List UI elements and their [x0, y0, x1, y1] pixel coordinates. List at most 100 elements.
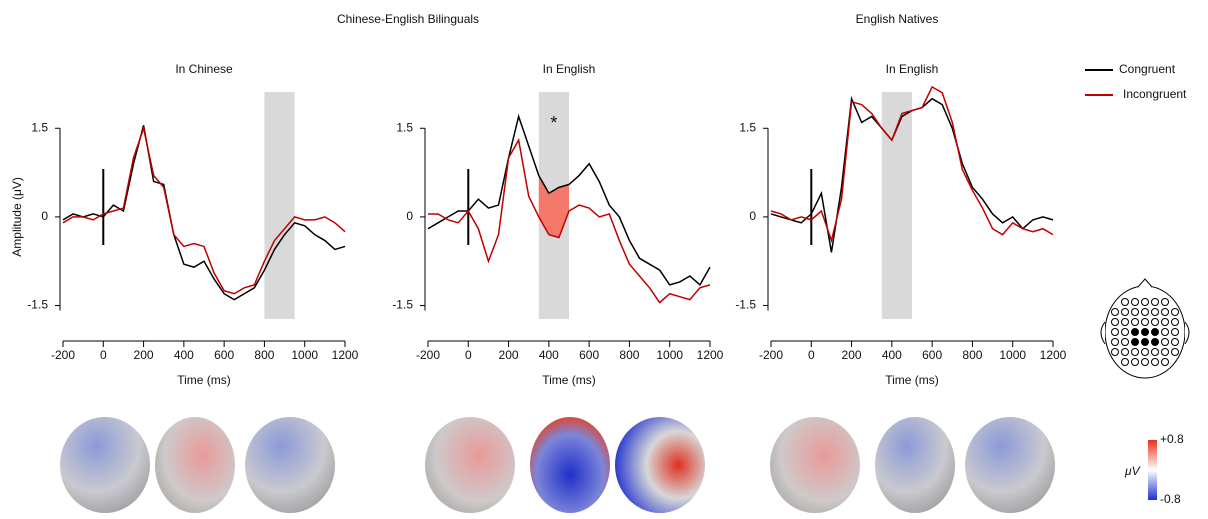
electrode	[1121, 328, 1129, 336]
y-tick-label: 0	[749, 209, 756, 223]
colorbar-tick-label: +0.8	[1160, 432, 1184, 446]
x-tick-label: 400	[539, 348, 559, 362]
x-tick-label: 800	[962, 348, 982, 362]
electrode	[1141, 338, 1149, 346]
electrode	[1161, 348, 1169, 356]
x-tick-label: 1200	[1040, 348, 1067, 362]
colorbar-tick-label: -0.8	[1160, 492, 1181, 506]
series-line	[62, 125, 346, 295]
heads	[60, 417, 1055, 513]
electrode	[1131, 338, 1139, 346]
head	[965, 417, 1055, 513]
x-axis-label: Time (ms)	[177, 373, 231, 387]
electrode	[1121, 358, 1129, 366]
electrode	[1141, 308, 1149, 316]
series-line	[62, 125, 346, 301]
electrode	[1131, 328, 1139, 336]
annotation: *	[550, 113, 557, 133]
y-tick-label: -1.5	[392, 298, 413, 312]
series-line	[770, 85, 1054, 244]
electrode	[1141, 348, 1149, 356]
head	[425, 417, 515, 513]
electrode	[1131, 348, 1139, 356]
y-tick-label: 0	[41, 209, 48, 223]
x-tick-label: 800	[619, 348, 639, 362]
electrode	[1121, 298, 1129, 306]
electrode	[1121, 318, 1129, 326]
head	[770, 417, 860, 513]
head	[155, 417, 235, 513]
electrode	[1131, 358, 1139, 366]
electrode	[1121, 308, 1129, 316]
electrode	[1171, 308, 1179, 316]
series-line	[428, 137, 711, 304]
x-tick-label: 0	[808, 348, 815, 362]
group-title: English Natives	[856, 12, 939, 26]
electrode	[1161, 358, 1169, 366]
y-tick-label: 0	[406, 209, 413, 223]
legend-label: Incongruent	[1123, 87, 1187, 101]
electrode	[1171, 338, 1179, 346]
head	[60, 417, 150, 513]
head	[875, 417, 955, 513]
x-tick-label: 1200	[332, 348, 359, 362]
x-tick-label: 1200	[697, 348, 724, 362]
x-tick-label: -200	[416, 348, 440, 362]
difference-area	[538, 175, 569, 238]
x-tick-label: 1000	[656, 348, 683, 362]
electrode	[1161, 308, 1169, 316]
electrode	[1141, 358, 1149, 366]
electrode	[1111, 328, 1119, 336]
highlight-window	[264, 92, 295, 319]
x-tick-label: 200	[499, 348, 519, 362]
series-line	[427, 113, 711, 287]
electrode	[1121, 338, 1129, 346]
electrode	[1151, 348, 1159, 356]
electrode	[1161, 328, 1169, 336]
electrode	[1111, 308, 1119, 316]
x-axis-label: Time (ms)	[542, 373, 596, 387]
x-tick-label: 200	[134, 348, 154, 362]
electrode	[1161, 298, 1169, 306]
electrode	[1171, 348, 1179, 356]
x-tick-label: 800	[254, 348, 274, 362]
electrode	[1131, 308, 1139, 316]
x-axis-label: Time (ms)	[885, 373, 939, 387]
head	[530, 417, 610, 513]
electrode	[1151, 338, 1159, 346]
y-tick-label: -1.5	[735, 298, 756, 312]
x-tick-label: -200	[759, 348, 783, 362]
electrode	[1111, 338, 1119, 346]
group-title: Chinese-English Bilinguals	[337, 12, 479, 26]
head	[245, 417, 335, 513]
electrode	[1171, 328, 1179, 336]
y-tick-label: 1.5	[739, 120, 756, 134]
y-tick-label: 1.5	[396, 120, 413, 134]
x-tick-label: 400	[882, 348, 902, 362]
y-axis-label: Amplitude (μV)	[10, 177, 24, 257]
electrode	[1161, 318, 1169, 326]
electrode	[1171, 318, 1179, 326]
x-tick-label: 1000	[291, 348, 318, 362]
electrode	[1141, 328, 1149, 336]
x-tick-label: 0	[100, 348, 107, 362]
electrode	[1131, 298, 1139, 306]
electrode	[1111, 348, 1119, 356]
chart-title: In Chinese	[175, 62, 233, 76]
electrode	[1141, 318, 1149, 326]
electrode-map	[1100, 278, 1190, 379]
x-tick-label: 200	[842, 348, 862, 362]
electrode	[1141, 298, 1149, 306]
y-tick-label: -1.5	[27, 298, 48, 312]
chart-title: In English	[543, 62, 596, 76]
electrode	[1161, 338, 1169, 346]
chart-title: In English	[886, 62, 939, 76]
electrode	[1111, 318, 1119, 326]
x-tick-label: 600	[922, 348, 942, 362]
colorbar	[1148, 440, 1157, 500]
x-tick-label: 600	[214, 348, 234, 362]
electrode	[1131, 318, 1139, 326]
electrode	[1151, 318, 1159, 326]
x-tick-label: 400	[174, 348, 194, 362]
